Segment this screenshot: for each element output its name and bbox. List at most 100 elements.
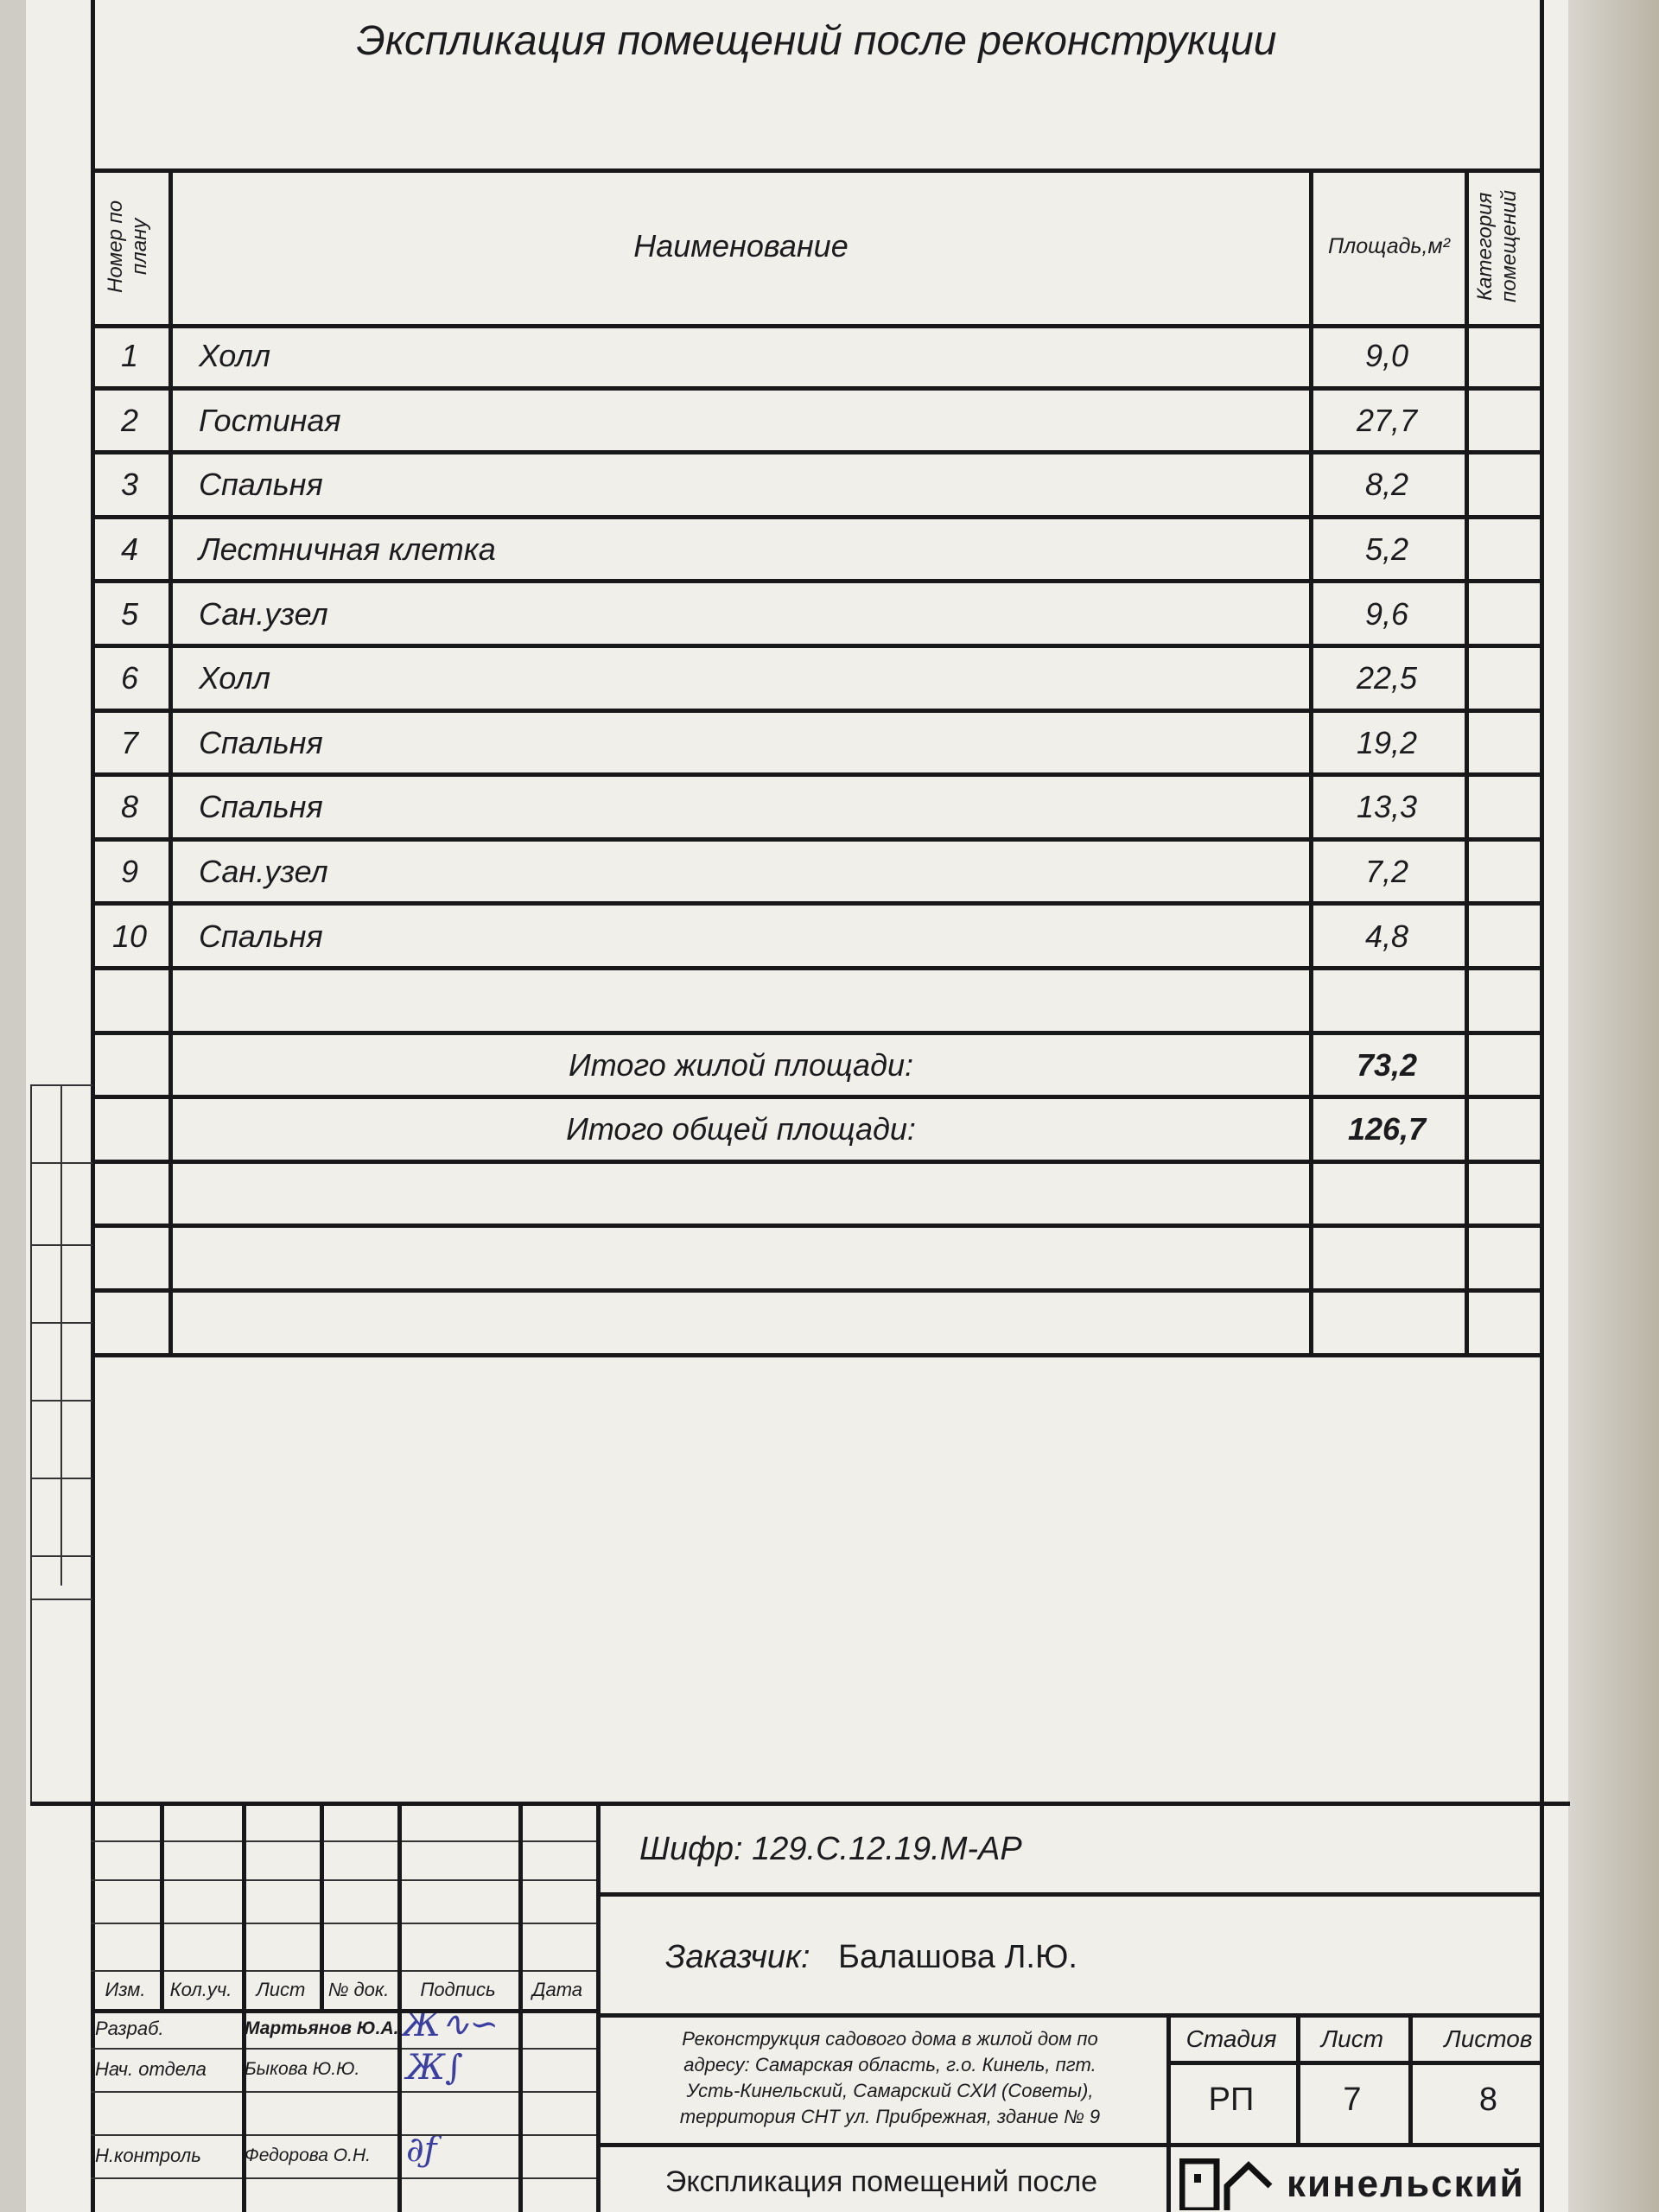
- stamp-line: [30, 1478, 92, 1479]
- drawing-title: Экспликация помещений после: [664, 2164, 1098, 2198]
- table-row: [91, 1291, 1544, 1357]
- room-area: 9,6: [1364, 595, 1409, 632]
- title-divider: [91, 168, 1544, 173]
- room-name: Спальня: [199, 789, 323, 825]
- person-role: Н.контроль: [95, 2145, 201, 2166]
- stamp-line: [30, 1555, 92, 1557]
- row-line: [91, 514, 1544, 519]
- title-block-column-header: Кол.уч.: [169, 1979, 232, 2000]
- room-area: 8,2: [1364, 467, 1409, 503]
- row-number: 6: [120, 660, 139, 696]
- title-block-line: [397, 1802, 402, 2212]
- title-block-line: [91, 1840, 596, 1842]
- header-number: Номер по плану: [104, 200, 151, 293]
- sheets-value: 8: [1478, 2081, 1498, 2118]
- header-area: Площадь,м²: [1328, 233, 1450, 258]
- row-line: [91, 1030, 1544, 1035]
- title-block-line: [1408, 2013, 1413, 2143]
- stage-label: Стадия: [1185, 2025, 1277, 2052]
- room-area: 5,2: [1364, 531, 1409, 568]
- stamp-line: [30, 1162, 92, 1164]
- title-block-line: [91, 1923, 596, 1924]
- title-block-line: [1166, 2013, 1171, 2212]
- room-area: 27,7: [1356, 402, 1418, 438]
- row-number: 3: [120, 467, 139, 503]
- row-number: 9: [120, 854, 139, 890]
- title-block-line: [518, 1802, 523, 2212]
- title-block-line: [160, 1802, 164, 2009]
- company-logo: кинельский: [1179, 2156, 1560, 2212]
- table-row: 4 Лестничная клетка 5,2: [91, 518, 1544, 584]
- header-bottom-line: [91, 324, 1544, 328]
- row-number: 2: [120, 402, 139, 438]
- title-block-line: [596, 2013, 1544, 2018]
- stamp-line: [30, 1084, 92, 1086]
- customer-label: Заказчик:: [665, 1938, 810, 1975]
- row-line: [91, 1352, 1544, 1357]
- title-block-line: [596, 1802, 601, 2212]
- row-line: [91, 836, 1544, 842]
- room-area: 19,2: [1356, 724, 1418, 760]
- stamp-line: [30, 1400, 92, 1402]
- row-number: 4: [120, 531, 139, 568]
- person-role: Разраб.: [95, 2018, 164, 2039]
- customer-name: Балашова Л.Ю.: [838, 1938, 1077, 1975]
- signature-control: ∂ƒ: [406, 2130, 437, 2170]
- table-row: 3 Спальня 8,2: [91, 453, 1544, 519]
- sheets-label: Листов: [1444, 2025, 1533, 2052]
- table-row: 5 Сан.узел 9,6: [91, 582, 1544, 648]
- title-block-line: [91, 1879, 596, 1881]
- room-name: Холл: [199, 660, 271, 696]
- table-row: 8 Спальня 13,3: [91, 775, 1544, 842]
- title-block-line: [242, 1802, 246, 2212]
- row-number: 7: [120, 724, 139, 760]
- title-block-line: [91, 2048, 596, 2050]
- title-block-column-header: № док.: [327, 1979, 390, 2000]
- row-number: 1: [120, 338, 139, 374]
- row-line: [91, 1095, 1544, 1100]
- table-row: Итого жилой площади: 73,2: [91, 1033, 1544, 1100]
- column-divider: [168, 168, 173, 1357]
- cipher: Шифр: 129.С.12.19.М-АР: [639, 1830, 1022, 1867]
- title-block-line: [320, 1802, 324, 2009]
- stamp-line: [30, 1599, 92, 1600]
- room-area: 9,0: [1364, 338, 1409, 374]
- room-name: Спальня: [199, 467, 323, 503]
- room-area: 13,3: [1356, 789, 1418, 825]
- house-logo-icon: [1179, 2158, 1273, 2210]
- room-name: Холл: [199, 338, 271, 374]
- row-number: 10: [111, 918, 148, 954]
- column-divider: [1465, 168, 1469, 1357]
- table-row: 9 Сан.узел 7,2: [91, 840, 1544, 906]
- table-row: 1 Холл 9,0: [91, 324, 1544, 391]
- signature-head: Ж∫: [406, 2048, 463, 2088]
- room-area: 4,8: [1364, 918, 1409, 954]
- title-block-line: [91, 1970, 596, 1972]
- stamp-line: [30, 1084, 32, 1802]
- person-role: Нач. отдела: [95, 2058, 207, 2080]
- person-name: Федорова О.Н.: [245, 2145, 371, 2165]
- sheet-label: Лист: [1320, 2025, 1384, 2052]
- room-area: 22,5: [1356, 660, 1418, 696]
- title-block-line: [30, 1802, 1570, 1806]
- row-line: [91, 643, 1544, 648]
- person-name: Быкова Ю.Ю.: [245, 2059, 360, 2079]
- row-line: [91, 1224, 1544, 1229]
- stamp-line: [60, 1084, 62, 1586]
- total-label: Итого жилой площади:: [569, 1046, 913, 1083]
- row-line: [91, 965, 1544, 970]
- title-block-line: [1296, 2013, 1300, 2143]
- row-line: [91, 1287, 1544, 1293]
- logo-text: кинельский: [1287, 2162, 1525, 2205]
- room-name: Спальня: [199, 918, 323, 954]
- title-block-line: [91, 2009, 596, 2013]
- room-name: Сан.узел: [199, 854, 328, 890]
- row-line: [91, 708, 1544, 713]
- total-label: Итого общей площади:: [566, 1111, 916, 1147]
- title-block-column-header: Подпись: [420, 1979, 496, 2000]
- frame-left: [91, 0, 95, 2212]
- room-name: Спальня: [199, 724, 323, 760]
- column-divider: [1309, 168, 1313, 1357]
- row-line: [91, 772, 1544, 778]
- table-row: [91, 1162, 1544, 1229]
